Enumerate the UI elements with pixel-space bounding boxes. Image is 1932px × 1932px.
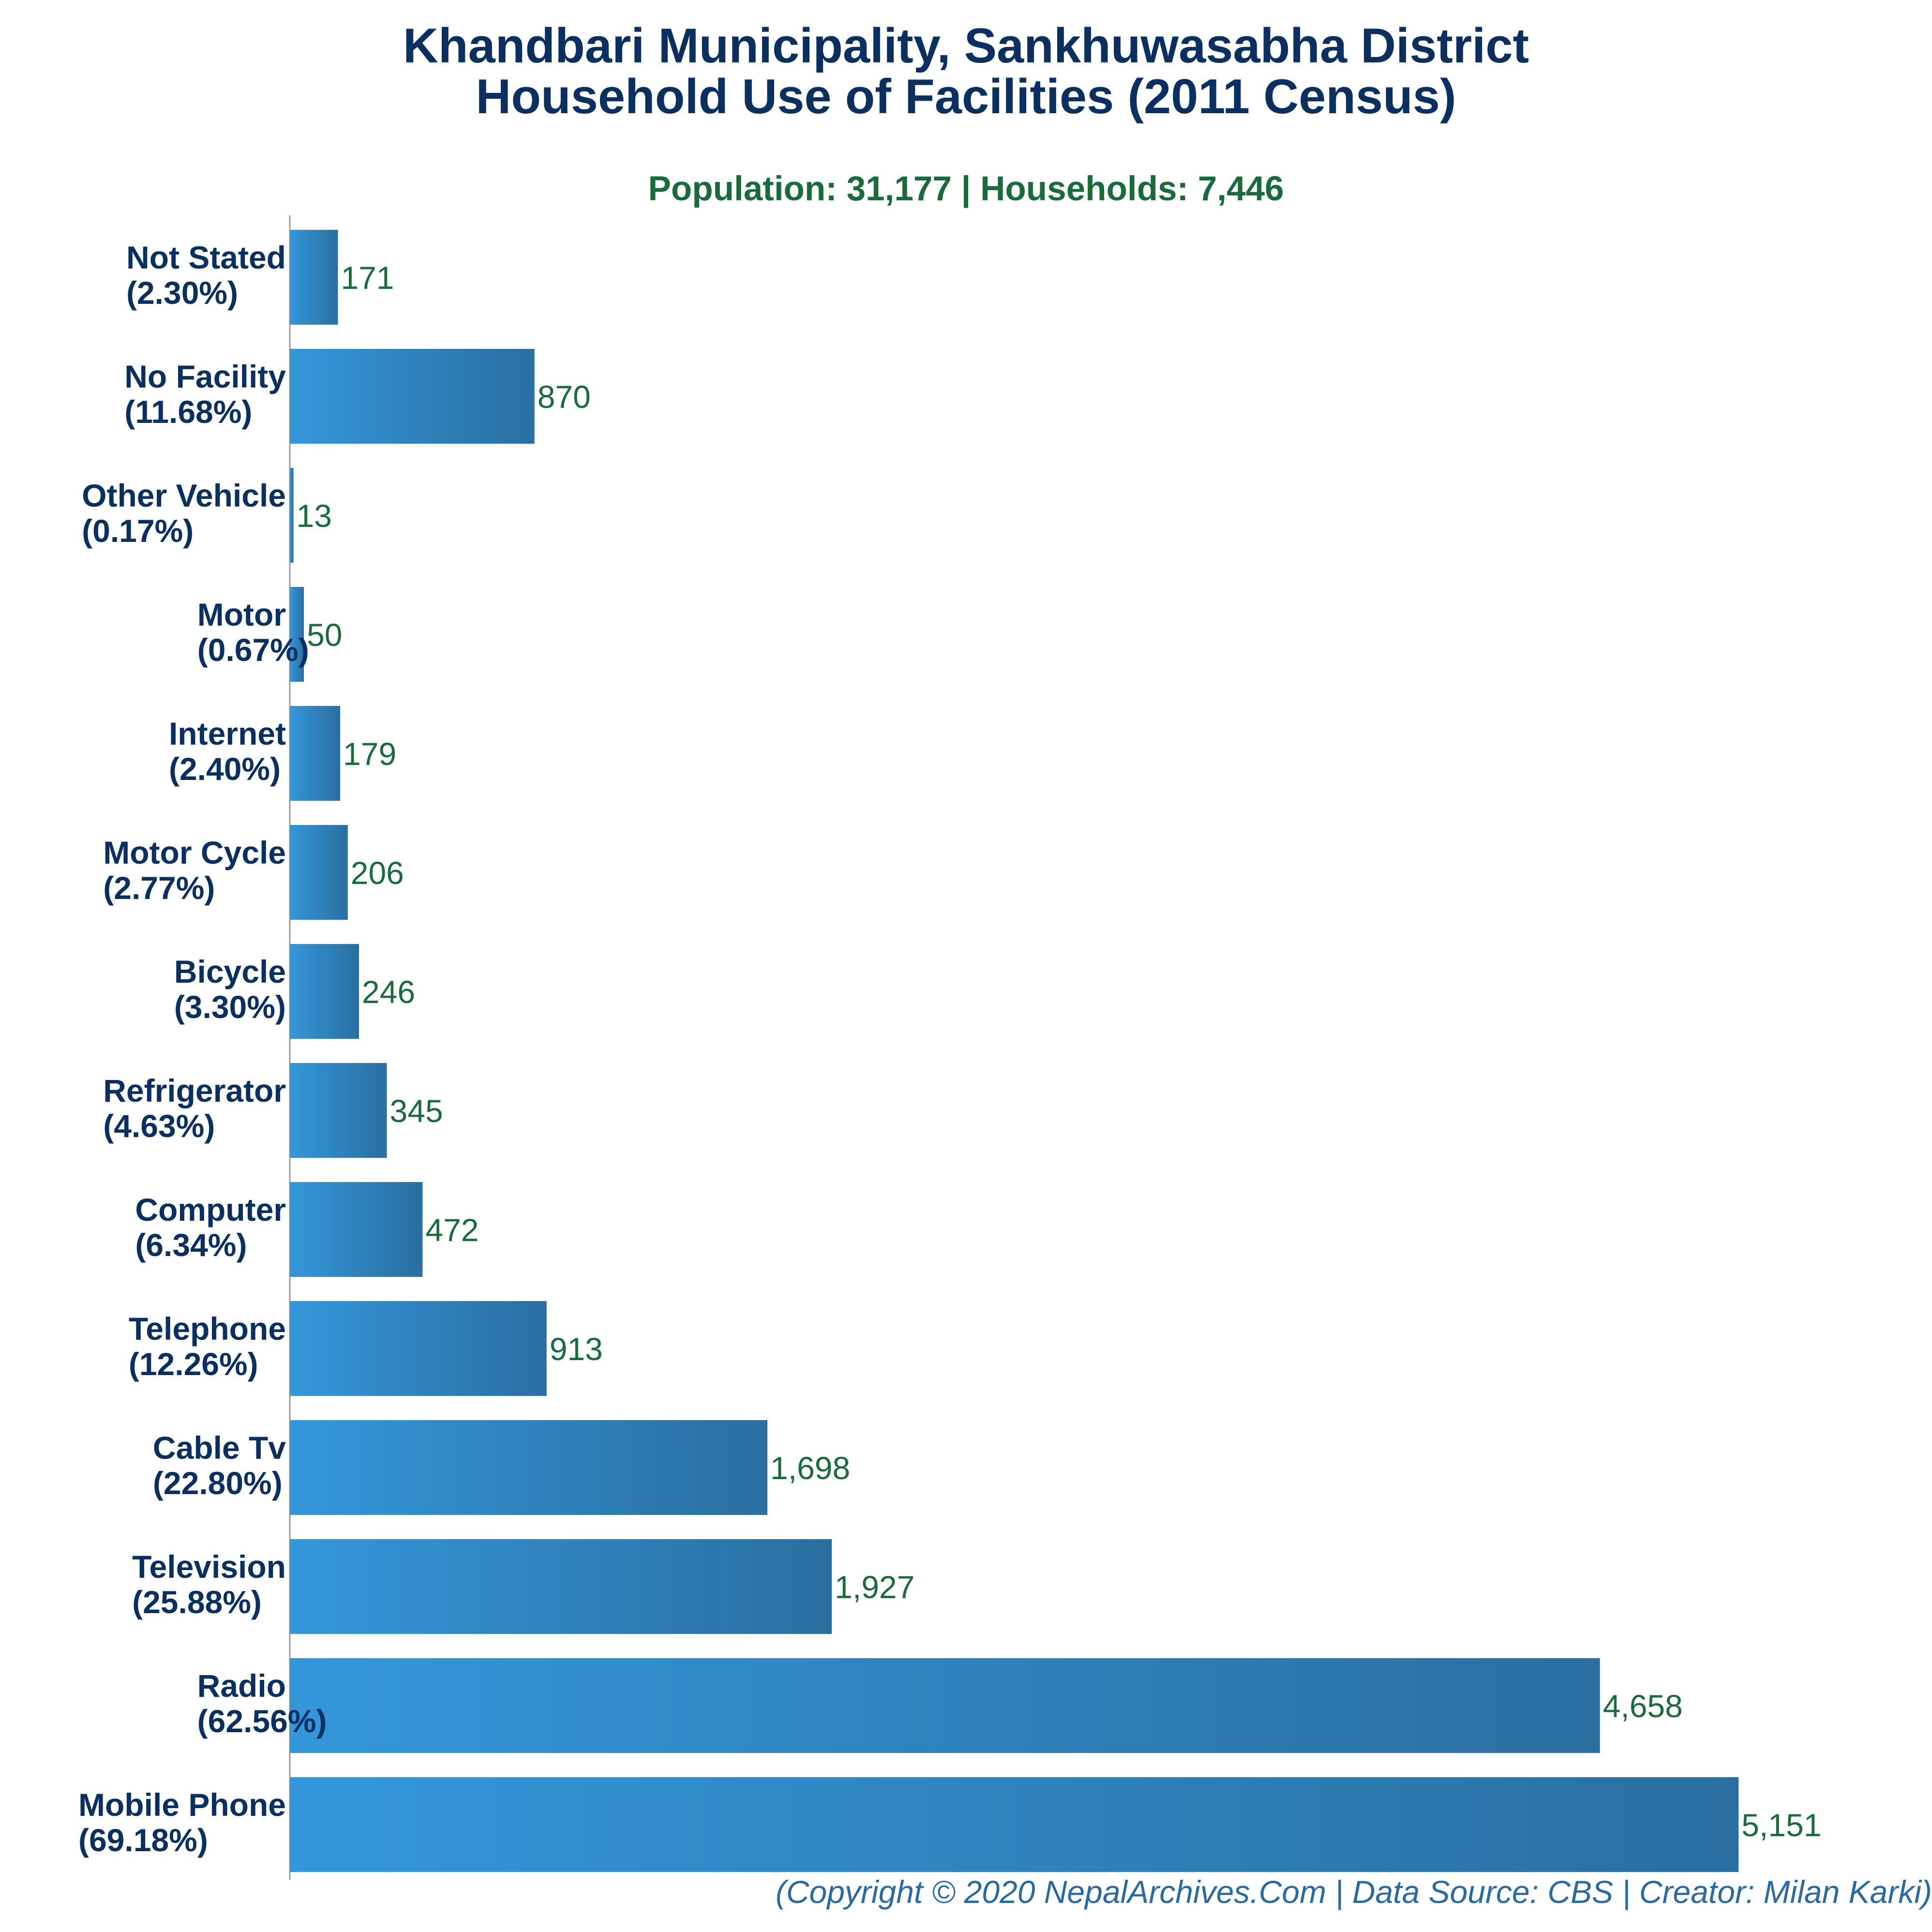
chart-title-line2: Household Use of Facilities (2011 Census… <box>476 70 1456 124</box>
bar-motor-cycle <box>290 825 348 920</box>
bar-other-vehicle <box>290 468 294 563</box>
bar-value-label: 472 <box>425 1212 479 1248</box>
bar-value-label: 913 <box>550 1331 603 1367</box>
category-percent-label: (12.26%) <box>129 1346 258 1382</box>
bar-cable-tv <box>290 1420 768 1515</box>
category-percent-label: (62.56%) <box>197 1703 327 1739</box>
bar-mobile-phone <box>290 1777 1739 1872</box>
bar-computer <box>290 1182 423 1277</box>
category-percent-label: (69.18%) <box>78 1822 208 1858</box>
category-label: Mobile Phone <box>78 1787 286 1823</box>
bars-group: Not Stated(2.30%) 171 No Facility(11.68%) 8… <box>78 230 1821 1872</box>
bar-value-label: 1,927 <box>835 1569 914 1605</box>
bar-value-label: 179 <box>343 736 396 772</box>
bar-no-facility <box>290 349 535 444</box>
category-label: Internet <box>169 716 286 751</box>
category-label: Not Stated <box>126 240 286 275</box>
category-label: Telephone <box>129 1311 286 1347</box>
bar-refrigerator <box>290 1063 387 1158</box>
bar-television <box>290 1539 832 1634</box>
category-label: Radio <box>197 1668 286 1704</box>
category-percent-label: (0.67%) <box>197 632 309 668</box>
bar-internet <box>290 706 341 801</box>
category-label: Computer <box>135 1192 286 1228</box>
category-percent-label: (11.68%) <box>124 394 252 430</box>
category-label: No Facility <box>124 359 286 394</box>
bar-bicycle <box>290 944 359 1039</box>
bar-radio <box>290 1658 1600 1753</box>
bar-value-label: 345 <box>390 1093 443 1129</box>
category-percent-label: (22.80%) <box>153 1465 283 1501</box>
bar-value-label: 50 <box>307 617 342 653</box>
chart-title-line1: Khandbari Municipality, Sankhuwasabha Di… <box>403 19 1529 73</box>
bar-telephone <box>290 1301 547 1396</box>
bar-value-label: 206 <box>351 855 404 891</box>
category-percent-label: (2.30%) <box>126 275 238 311</box>
category-label: Motor <box>197 597 286 632</box>
bar-value-label: 5,151 <box>1741 1807 1821 1843</box>
chart-footer: (Copyright © 2020 NepalArchives.Com | Da… <box>775 1874 1932 1910</box>
bar-value-label: 1,698 <box>770 1450 850 1486</box>
category-percent-label: (2.40%) <box>169 751 281 787</box>
category-label: Cable Tv <box>153 1430 286 1466</box>
bar-value-label: 4,658 <box>1603 1688 1683 1724</box>
bar-motor <box>290 587 304 682</box>
category-label: Refrigerator <box>103 1073 286 1108</box>
category-label: Bicycle <box>174 954 286 989</box>
category-label: Other Vehicle <box>82 478 286 513</box>
category-label: Television <box>132 1549 286 1585</box>
category-percent-label: (6.34%) <box>135 1227 247 1263</box>
category-percent-label: (25.88%) <box>132 1584 262 1620</box>
bar-value-label: 246 <box>362 974 415 1010</box>
category-label: Motor Cycle <box>103 835 286 870</box>
chart-subtitle: Population: 31,177 | Households: 7,446 <box>648 170 1284 208</box>
bar-value-label: 870 <box>538 379 591 415</box>
category-percent-label: (4.63%) <box>103 1108 215 1144</box>
category-percent-label: (2.77%) <box>103 870 215 906</box>
bar-value-label: 13 <box>297 498 332 534</box>
category-percent-label: (3.30%) <box>174 989 286 1025</box>
category-percent-label: (0.17%) <box>82 513 194 549</box>
bar-not-stated <box>290 230 338 325</box>
bar-value-label: 171 <box>341 260 394 296</box>
